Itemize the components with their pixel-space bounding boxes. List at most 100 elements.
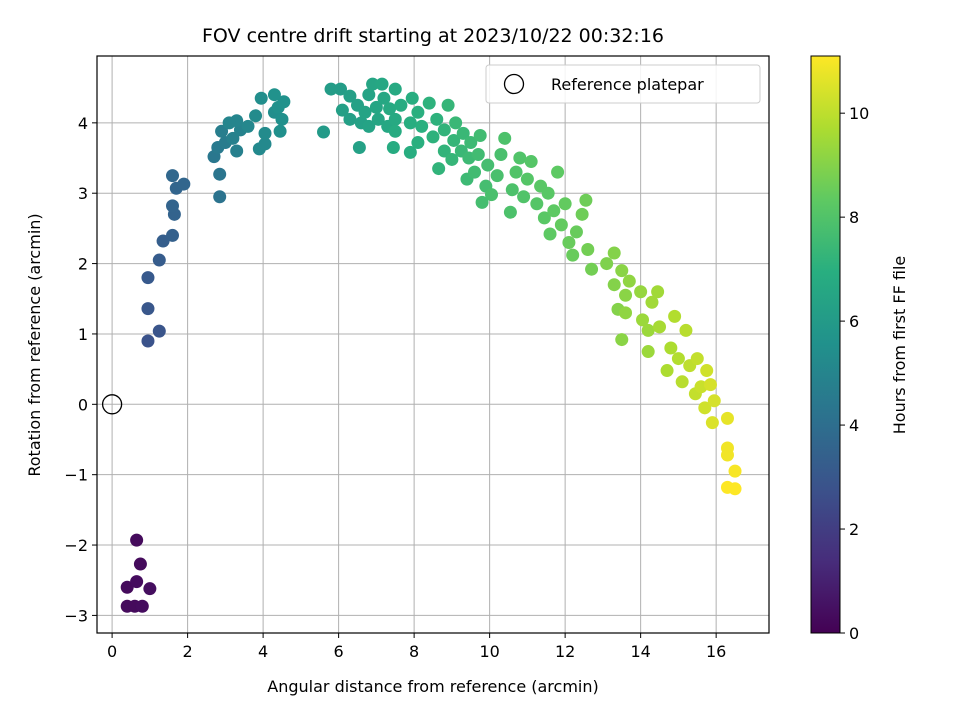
data-point bbox=[215, 124, 229, 138]
x-tick-label: 8 bbox=[409, 642, 419, 661]
data-point bbox=[607, 278, 621, 292]
data-point bbox=[135, 599, 149, 613]
data-point bbox=[664, 341, 678, 355]
data-point bbox=[641, 345, 655, 359]
data-point bbox=[120, 580, 134, 594]
data-point bbox=[707, 394, 721, 408]
data-point bbox=[403, 116, 417, 130]
data-point bbox=[498, 131, 512, 145]
data-point bbox=[485, 188, 499, 202]
data-point bbox=[430, 112, 444, 126]
data-point bbox=[585, 262, 599, 276]
legend-box bbox=[485, 64, 761, 104]
x-tick-label: 12 bbox=[555, 642, 575, 661]
data-point bbox=[432, 162, 446, 176]
data-point bbox=[537, 211, 551, 225]
data-point bbox=[641, 323, 655, 337]
data-point bbox=[141, 302, 155, 316]
data-point bbox=[728, 464, 742, 478]
y-axis-label: Rotation from reference (arcmin) bbox=[25, 213, 44, 476]
data-point bbox=[415, 119, 429, 133]
data-point bbox=[447, 133, 461, 147]
data-point bbox=[166, 199, 180, 213]
data-point bbox=[464, 136, 478, 150]
data-point bbox=[653, 320, 667, 334]
data-point bbox=[143, 582, 157, 596]
data-point bbox=[437, 144, 451, 158]
data-point bbox=[517, 190, 531, 204]
colorbar-tick-label: 0 bbox=[849, 624, 859, 643]
legend: Reference platepar bbox=[485, 64, 761, 104]
data-point bbox=[541, 186, 555, 200]
data-point bbox=[700, 364, 714, 378]
y-tick-label: −1 bbox=[64, 466, 88, 485]
data-point bbox=[275, 112, 289, 126]
data-point bbox=[471, 148, 485, 162]
data-point bbox=[441, 98, 455, 112]
data-point bbox=[671, 352, 685, 366]
data-point bbox=[600, 257, 614, 271]
data-point bbox=[728, 482, 742, 496]
data-point bbox=[375, 77, 389, 91]
data-point bbox=[679, 323, 693, 337]
data-point bbox=[343, 112, 357, 126]
data-point bbox=[358, 105, 372, 119]
data-point bbox=[509, 165, 523, 179]
data-point bbox=[213, 167, 227, 181]
data-point bbox=[377, 91, 391, 105]
data-point bbox=[352, 140, 366, 154]
data-point bbox=[481, 158, 495, 172]
colorbar: 0 2 4 6 8 10 Hours from first FF file bbox=[810, 55, 909, 643]
chart-title: FOV centre drift starting at 2023/10/22 … bbox=[202, 25, 664, 47]
data-point bbox=[720, 448, 734, 462]
data-point bbox=[607, 246, 621, 260]
data-point bbox=[720, 411, 734, 425]
data-point bbox=[362, 119, 376, 133]
data-point bbox=[619, 306, 633, 320]
data-point bbox=[405, 91, 419, 105]
data-point bbox=[230, 144, 244, 158]
y-axis-ticks: −3 −2 −1 0 1 2 3 4 bbox=[64, 114, 97, 625]
data-point bbox=[513, 151, 527, 165]
data-point bbox=[277, 95, 291, 109]
data-point bbox=[366, 77, 380, 91]
data-point bbox=[222, 116, 236, 130]
data-point bbox=[619, 288, 633, 302]
data-point bbox=[334, 82, 348, 96]
plot-frame bbox=[96, 55, 770, 634]
data-point bbox=[422, 96, 436, 110]
data-point bbox=[371, 112, 385, 126]
y-tick-label: 2 bbox=[78, 255, 88, 274]
x-axis-ticks: 0 2 4 6 8 10 12 14 16 bbox=[107, 633, 726, 661]
y-tick-label: 3 bbox=[78, 184, 88, 203]
data-point bbox=[575, 207, 589, 221]
data-point bbox=[554, 218, 568, 232]
data-point bbox=[449, 116, 463, 130]
data-point bbox=[562, 235, 576, 249]
x-axis-label: Angular distance from reference (arcmin) bbox=[267, 677, 598, 696]
x-tick-label: 10 bbox=[479, 642, 499, 661]
y-tick-label: −3 bbox=[64, 606, 88, 625]
data-point bbox=[475, 195, 489, 209]
y-tick-label: 4 bbox=[78, 114, 88, 133]
data-point bbox=[494, 148, 508, 162]
data-point bbox=[505, 183, 519, 197]
colorbar-tick-label: 4 bbox=[849, 416, 859, 435]
data-point bbox=[317, 125, 331, 139]
reference-platepar-marker bbox=[101, 394, 123, 415]
x-tick-label: 14 bbox=[630, 642, 650, 661]
x-tick-label: 0 bbox=[107, 642, 117, 661]
legend-entry-label: Reference platepar bbox=[551, 75, 704, 94]
data-point bbox=[524, 155, 538, 169]
data-point bbox=[267, 88, 281, 102]
colorbar-gradient bbox=[810, 55, 841, 634]
data-point bbox=[490, 169, 504, 183]
colorbar-tick-label: 2 bbox=[849, 520, 859, 539]
data-point bbox=[411, 105, 425, 119]
data-points bbox=[120, 77, 742, 613]
data-point bbox=[156, 234, 170, 248]
data-point bbox=[530, 197, 544, 211]
data-point bbox=[520, 172, 534, 186]
data-point bbox=[226, 131, 240, 145]
